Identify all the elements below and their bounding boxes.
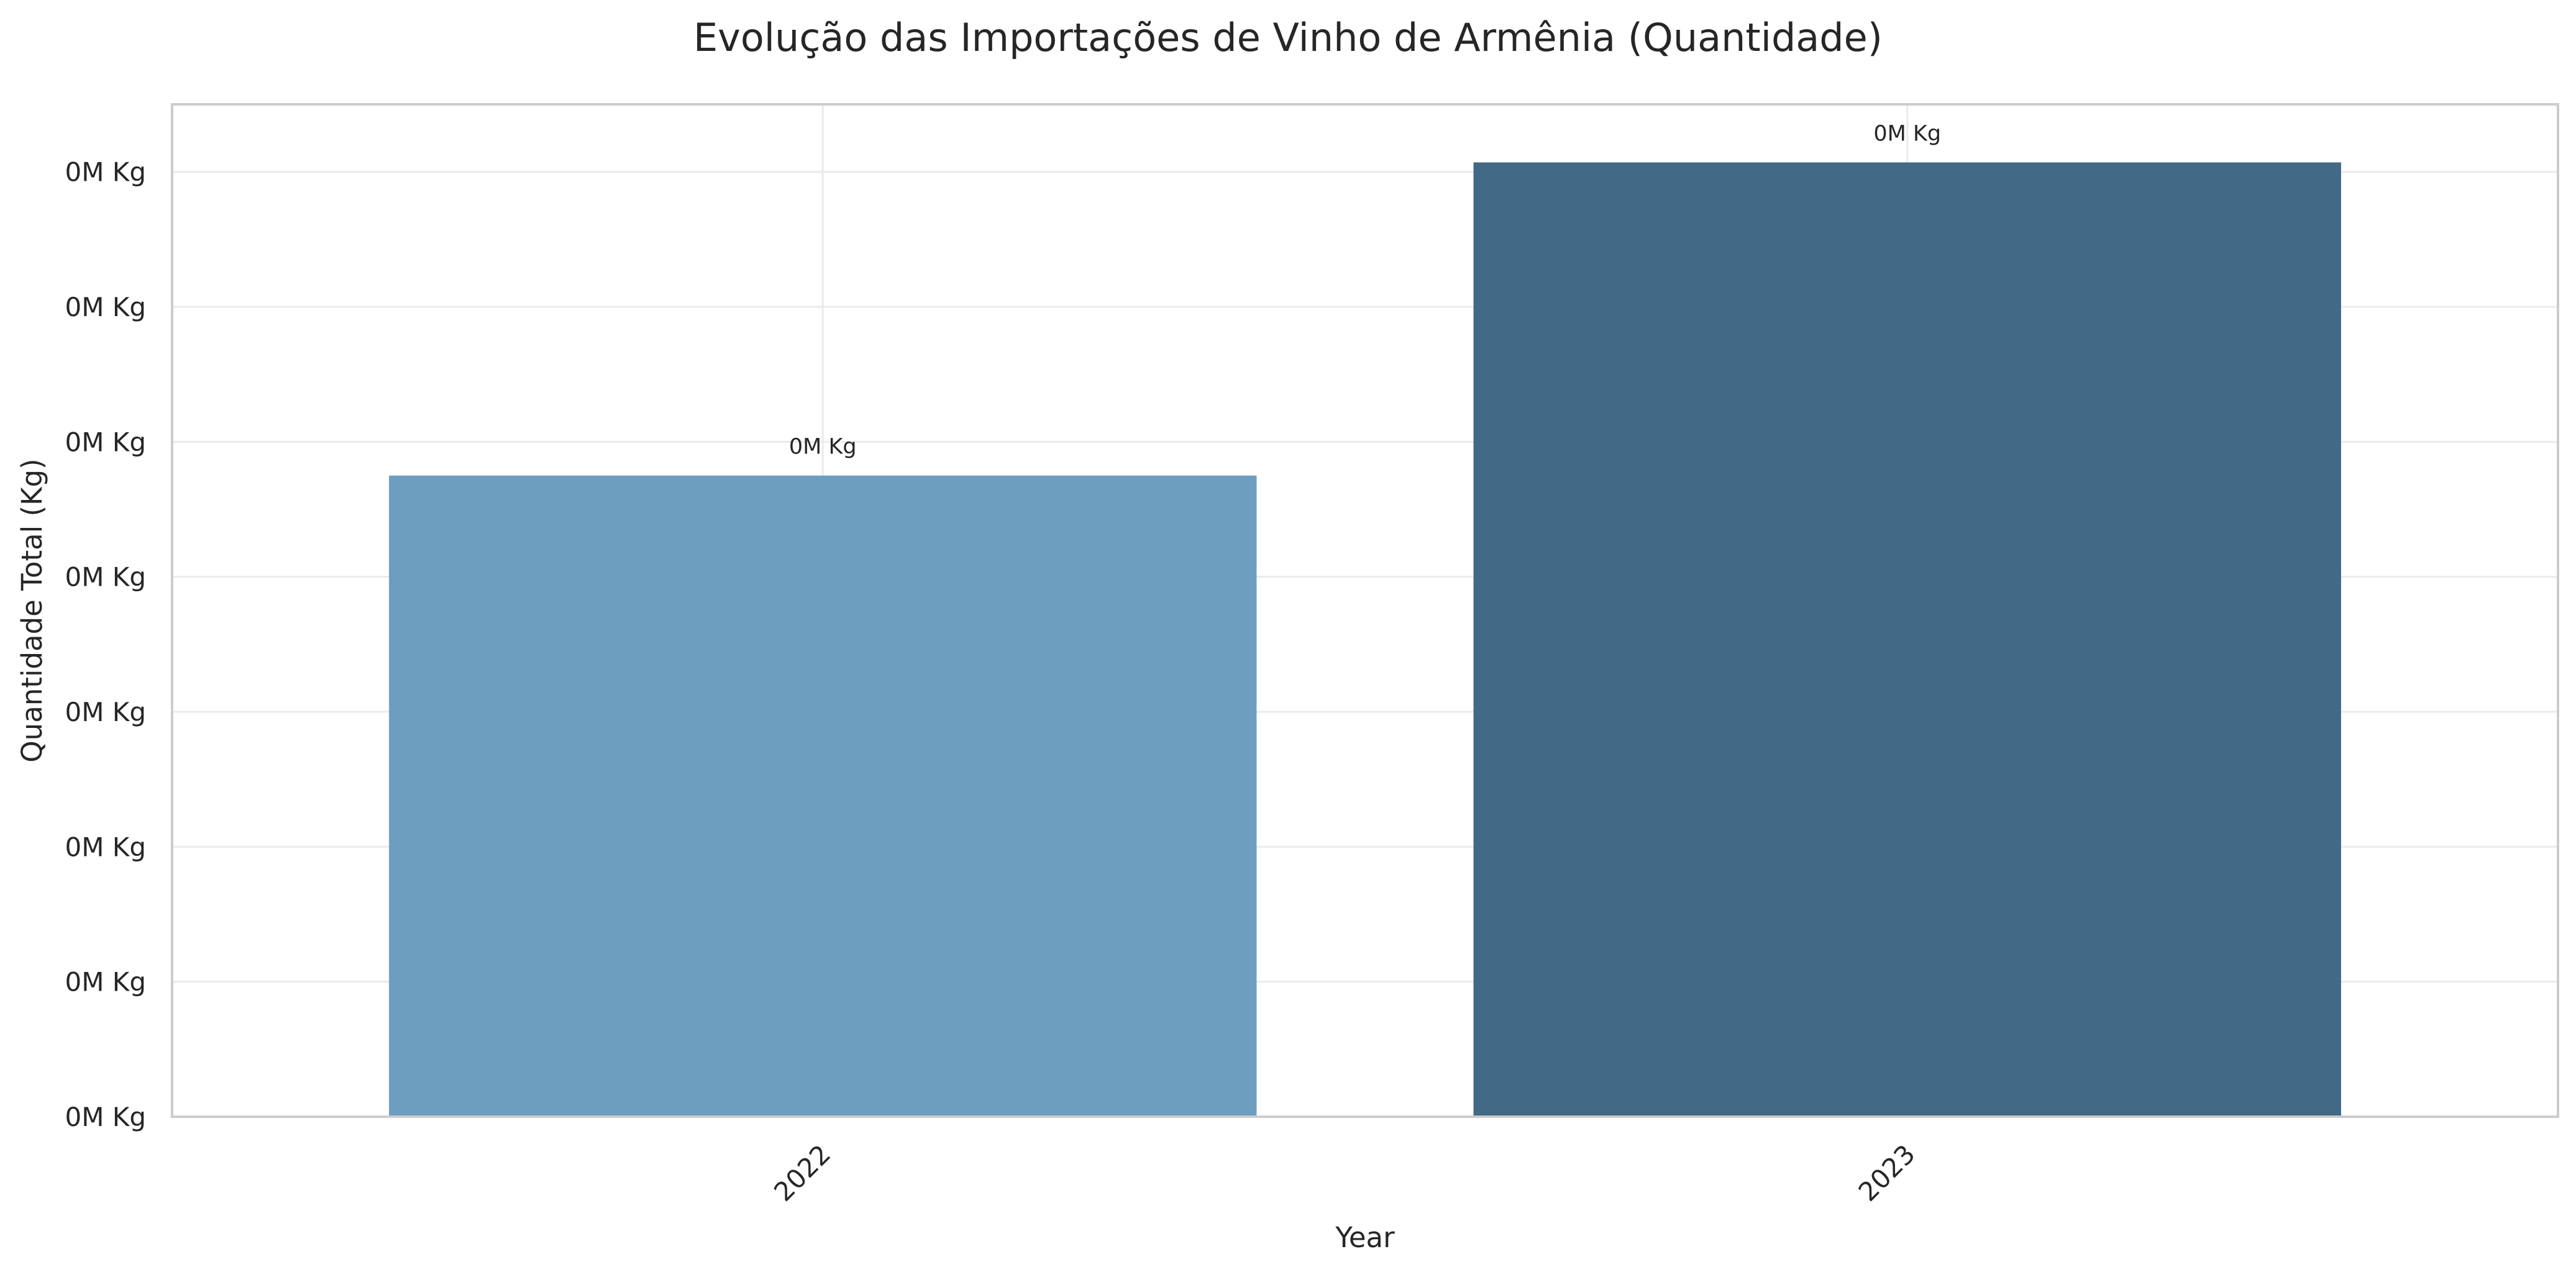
- y-axis-label: Quantidade Total (Kg): [16, 458, 48, 762]
- data-label: 0M Kg: [1873, 121, 1941, 146]
- chart-title: Evolução das Importações de Vinho de Arm…: [693, 15, 1883, 60]
- y-tick-label: 0M Kg: [65, 427, 146, 457]
- bar-2023: [1473, 162, 2341, 1117]
- y-tick-label: 0M Kg: [65, 967, 146, 997]
- y-tick-label: 0M Kg: [65, 1102, 146, 1132]
- x-tick-label: 2023: [1853, 1138, 1921, 1207]
- y-axis-ticks: 0M Kg 0M Kg 0M Kg 0M Kg 0M Kg 0M Kg 0M Kg 0M Kg: [65, 157, 146, 1132]
- x-axis-ticks: 2022 2023: [768, 1138, 1921, 1207]
- plot-frame: [171, 103, 2559, 1118]
- bars: [389, 162, 2341, 1117]
- y-tick-label: 0M Kg: [65, 562, 146, 593]
- y-tick-label: 0M Kg: [65, 292, 146, 322]
- x-axis-label: Year: [1335, 1221, 1395, 1254]
- bar-2022: [389, 475, 1257, 1117]
- y-tick-label: 0M Kg: [65, 157, 146, 188]
- data-label: 0M Kg: [789, 435, 857, 460]
- y-tick-label: 0M Kg: [65, 832, 146, 862]
- x-tick-label: 2022: [768, 1138, 836, 1207]
- y-tick-label: 0M Kg: [65, 697, 146, 727]
- data-labels: 0M Kg 0M Kg: [789, 121, 1941, 459]
